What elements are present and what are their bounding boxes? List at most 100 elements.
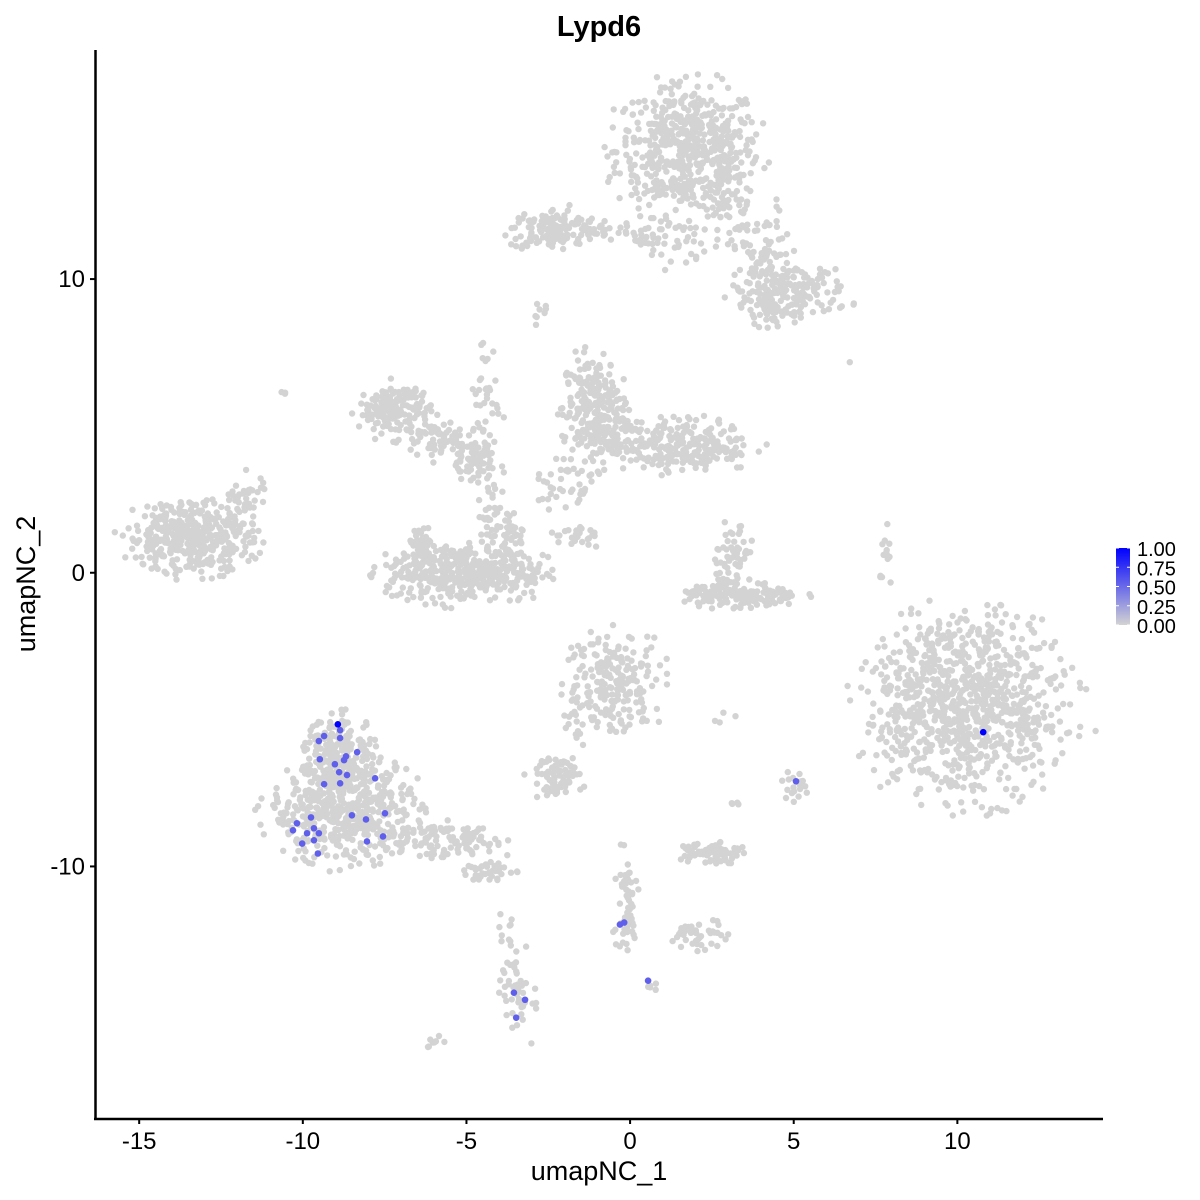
cell-point [389, 390, 397, 397]
cell-point [918, 801, 925, 809]
cell-point [917, 769, 925, 776]
cell-point [901, 688, 909, 696]
cell-point [687, 201, 695, 208]
cell-point [1013, 691, 1021, 698]
cell-point [638, 718, 646, 725]
cell-point [943, 747, 951, 755]
cell-point [949, 767, 956, 774]
cell-point [884, 520, 891, 528]
cell-point [1066, 701, 1074, 708]
cell-point [638, 696, 645, 703]
cell-point [654, 126, 661, 134]
cell-point [483, 395, 491, 402]
cell-point [530, 594, 537, 601]
cell-point [763, 303, 770, 311]
cell-point [519, 215, 526, 222]
cell-point [585, 398, 593, 406]
cell-point [907, 762, 914, 769]
cell-point [468, 449, 476, 456]
cell-point [243, 495, 250, 502]
cell-point [151, 505, 158, 512]
chart-title: Lypd6 [557, 11, 641, 43]
cell-point [909, 720, 917, 727]
cell-point [436, 438, 444, 445]
cell-point [1030, 695, 1038, 702]
cell-point [290, 779, 297, 786]
cell-point [697, 453, 705, 461]
cell-point [652, 146, 660, 154]
cell-point [702, 437, 709, 444]
cell-point [728, 237, 735, 244]
cell-point [650, 234, 657, 241]
cell-point [747, 251, 754, 258]
cell-point [881, 684, 888, 691]
cell-point [1039, 785, 1047, 792]
cell-point [1008, 692, 1015, 699]
cell-point [594, 718, 601, 726]
cell-point [192, 548, 199, 556]
cell-point [764, 324, 771, 331]
cell-point [403, 563, 410, 570]
cell-point [965, 671, 973, 678]
cell-point [754, 282, 762, 289]
cell-point [634, 119, 641, 126]
cell-point [333, 806, 340, 813]
cell-point [363, 411, 370, 419]
cell-point [682, 453, 690, 460]
cell-point [636, 136, 644, 144]
cell-point [485, 548, 492, 555]
cell-point [953, 730, 960, 737]
cell-point [373, 392, 380, 399]
cell-point [1028, 626, 1035, 633]
cell-point [770, 592, 777, 599]
cell-point [363, 401, 371, 408]
cell-point [663, 655, 670, 662]
cell-point [192, 519, 199, 527]
cell-point [865, 729, 872, 736]
cell-point [418, 588, 425, 596]
cell-point [722, 168, 729, 175]
cell-point [403, 765, 410, 773]
cell-point [785, 280, 792, 287]
cell-point [649, 460, 656, 468]
cell-point [965, 723, 973, 731]
cell-point [436, 430, 443, 437]
cell-point [454, 442, 462, 449]
cell-point [512, 243, 520, 250]
cell-point [629, 111, 637, 118]
cell-point [1001, 742, 1008, 749]
cell-point [392, 560, 399, 568]
cell-point [601, 231, 608, 238]
cell-point [561, 218, 568, 226]
cell-point [648, 251, 656, 259]
cell-point [368, 415, 375, 423]
cell-point [986, 674, 993, 681]
cell-point [1015, 665, 1022, 672]
cell-point [873, 752, 880, 759]
cell-point [280, 847, 287, 854]
cell-point [670, 413, 677, 420]
cell-point [1040, 689, 1047, 696]
cell-point [177, 499, 184, 506]
cell-point [935, 625, 943, 632]
cell-point [389, 824, 396, 831]
cell-point [832, 266, 839, 273]
cell-point [447, 419, 454, 426]
cell-point [746, 290, 753, 297]
cell-point [960, 808, 967, 815]
cell-point [462, 547, 469, 554]
cell-point [445, 590, 452, 597]
cell-point [475, 469, 482, 476]
cell-point [606, 684, 614, 691]
cell-point [993, 642, 1000, 649]
cell-point [814, 299, 821, 306]
cell-point [966, 664, 973, 672]
cell-point [369, 760, 376, 768]
cell-point [507, 587, 515, 594]
cell-point [512, 540, 519, 547]
cell-point [499, 488, 506, 495]
cell-point [935, 656, 942, 663]
cell-point [260, 539, 267, 546]
cell-point [910, 693, 918, 701]
cell-point [982, 646, 989, 653]
